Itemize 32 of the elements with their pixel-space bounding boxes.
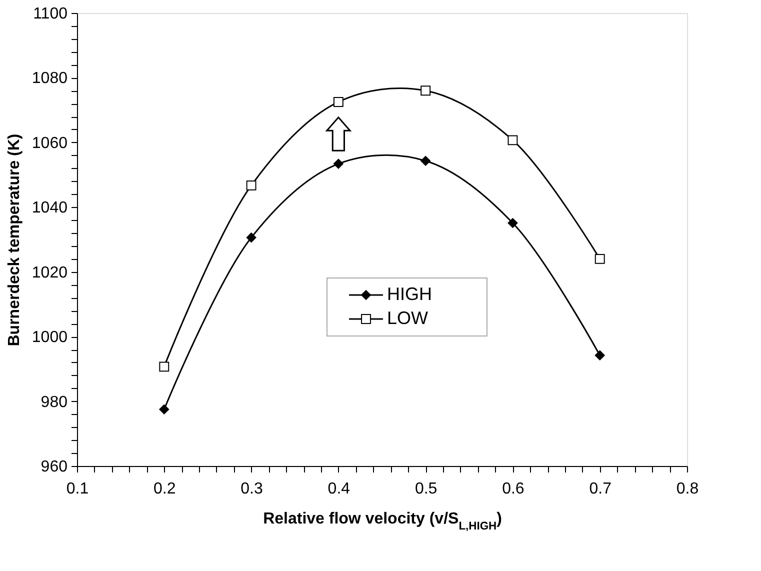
point (594, 254, 605, 264)
y-tick-label: 1080 (32, 70, 68, 88)
x-tick-label: 0.5 (414, 480, 438, 498)
point (333, 158, 344, 169)
point (333, 97, 344, 107)
point (246, 180, 256, 190)
legend-label: HIGH (387, 284, 432, 304)
x-tick-label: 0.6 (502, 480, 524, 498)
x-tick-label: 0.4 (328, 480, 350, 498)
y-tick-label: 960 (40, 458, 68, 476)
y-tick-label: 1020 (32, 264, 68, 282)
x-tick-label: 0.1 (66, 480, 89, 498)
x-tick-label: 0.7 (589, 480, 612, 498)
point (246, 232, 256, 243)
point (594, 350, 605, 360)
point (508, 218, 518, 228)
legend-label: LOW (387, 308, 428, 328)
y-tick-label: 1100 (33, 6, 68, 22)
y-tick-label: 980 (40, 394, 68, 411)
point (159, 362, 170, 372)
point (420, 156, 431, 166)
y-tick-label: 1040 (32, 200, 68, 217)
x-tick-label: 0.8 (676, 480, 699, 498)
x-axis-title: Relative flow velocity (v/S$_{L,HIGH}$) (263, 510, 502, 532)
y-axis-title: Burnerdeck temperature (K) (6, 134, 23, 346)
point (159, 404, 170, 414)
y-tick-label: 1060 (32, 134, 68, 152)
y-tick-label: 1000 (32, 329, 68, 346)
point (420, 86, 431, 96)
x-tick-label: 0.2 (154, 480, 176, 498)
point (508, 135, 518, 146)
x-tick-label: 0.3 (240, 480, 264, 498)
